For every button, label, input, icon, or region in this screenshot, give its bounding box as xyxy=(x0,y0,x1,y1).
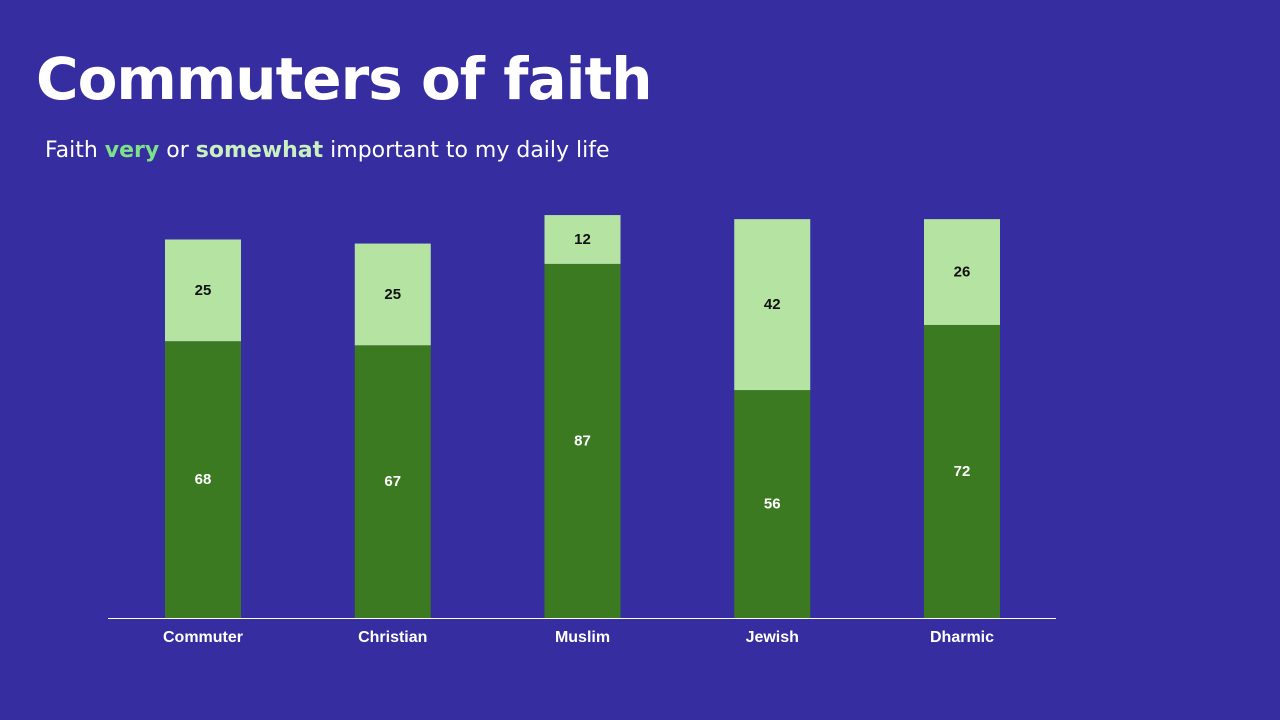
subtitle-middle: or xyxy=(159,138,196,163)
bar-very-muslim xyxy=(544,263,621,618)
value-label-somewhat-muslim: 12 xyxy=(574,231,591,248)
bar-somewhat-commuter xyxy=(165,239,241,342)
value-label-somewhat-christian: 25 xyxy=(384,286,401,303)
category-label-dharmic: Dharmic xyxy=(930,629,994,646)
chart-title: Commuters of faith xyxy=(36,45,652,113)
value-label-somewhat-commuter: 25 xyxy=(195,282,212,299)
chart-subtitle: Faith very or somewhat important to my d… xyxy=(45,137,610,166)
bar-very-dharmic xyxy=(924,324,1000,618)
value-label-very-commuter: 68 xyxy=(195,471,212,488)
bar-somewhat-jewish xyxy=(734,219,811,391)
bar-somewhat-muslim xyxy=(544,215,621,264)
category-label-muslim: Muslim xyxy=(555,629,610,646)
value-label-somewhat-jewish: 42 xyxy=(764,296,781,313)
bar-very-christian xyxy=(354,345,431,618)
category-label-christian: Christian xyxy=(358,629,427,646)
value-label-very-christian: 67 xyxy=(384,473,401,490)
subtitle-very: very xyxy=(104,138,160,163)
value-label-somewhat-dharmic: 26 xyxy=(954,264,971,281)
value-label-very-jewish: 56 xyxy=(764,496,781,513)
bars-group: 68 25 67 25 87 12 56 42 72 26 xyxy=(165,215,1000,618)
category-label-jewish: Jewish xyxy=(746,629,799,646)
bar-very-commuter xyxy=(165,341,241,618)
bar-somewhat-dharmic xyxy=(924,219,1000,325)
value-label-very-dharmic: 72 xyxy=(954,463,971,480)
category-labels-group: Commuter Christian Muslim Jewish Dharmic xyxy=(163,629,994,646)
subtitle-somewhat: somewhat xyxy=(195,138,324,163)
bar-somewhat-christian xyxy=(354,243,431,346)
value-label-very-muslim: 87 xyxy=(574,432,591,449)
subtitle-prefix: Faith xyxy=(45,138,105,163)
category-label-commuter: Commuter xyxy=(163,629,243,646)
subtitle-suffix: important to my daily life xyxy=(323,138,610,163)
bar-very-jewish xyxy=(734,390,811,618)
